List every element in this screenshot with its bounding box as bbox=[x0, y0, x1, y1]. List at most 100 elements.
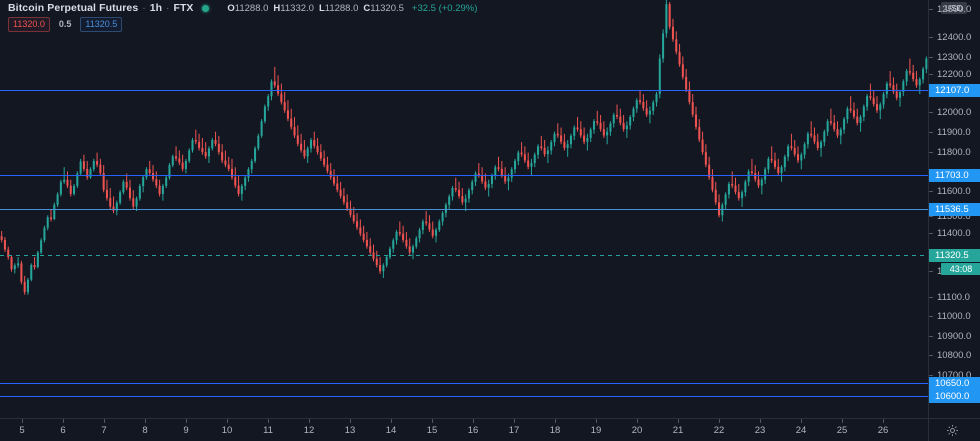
time-tick-mark bbox=[473, 419, 474, 423]
time-tick-label: 8 bbox=[142, 425, 148, 436]
candle-body bbox=[221, 152, 224, 161]
time-tick-mark bbox=[760, 419, 761, 423]
candle-body bbox=[513, 160, 517, 170]
price-highlight-label[interactable]: 12107.0 bbox=[929, 83, 980, 97]
candle-body bbox=[76, 173, 79, 187]
candle-body bbox=[668, 4, 671, 27]
price-tick-label: 10700.0 bbox=[937, 370, 972, 381]
candle-body bbox=[280, 93, 283, 102]
price-tick-mark bbox=[929, 336, 933, 337]
price-tick-mark bbox=[929, 355, 933, 356]
price-highlight-text: 10600.0 bbox=[935, 390, 970, 402]
candle-body bbox=[862, 106, 865, 118]
price-highlight-label[interactable]: 11703.0 bbox=[929, 168, 980, 182]
candle-body bbox=[744, 181, 747, 193]
candle-body bbox=[319, 152, 322, 159]
candle-body bbox=[395, 231, 398, 241]
candle-body bbox=[234, 177, 237, 186]
candle-body bbox=[178, 158, 181, 163]
price-highlight-label[interactable]: 11536.5 bbox=[929, 202, 980, 216]
gear-icon[interactable] bbox=[946, 424, 959, 437]
candle-body bbox=[481, 175, 484, 182]
candle-body bbox=[323, 158, 326, 165]
candle-body bbox=[787, 146, 790, 157]
candle-body bbox=[866, 96, 869, 107]
price-highlight-label[interactable]: 10650.0 bbox=[929, 376, 980, 390]
candle-body bbox=[523, 154, 526, 161]
price-highlight-text: 11703.0 bbox=[935, 169, 969, 181]
candle-body bbox=[247, 169, 250, 178]
candle-body bbox=[56, 194, 59, 205]
time-tick-mark bbox=[391, 419, 392, 423]
candle-body bbox=[484, 181, 487, 188]
candle-body bbox=[892, 85, 895, 92]
currency-pill[interactable]: USD bbox=[941, 2, 967, 14]
time-scale[interactable]: 5 6 7 8 9 10 11 12 13 14 15 16 17 18 19 20 21 22 23 24 25 26 bbox=[0, 418, 980, 441]
candle-body bbox=[418, 229, 421, 239]
price-scale[interactable]: USD 12500.0 12400.0 12300.0 12200.0 12000.0 1… bbox=[928, 0, 980, 418]
candle-body bbox=[487, 183, 490, 188]
candle-body bbox=[82, 161, 85, 169]
time-tick-mark bbox=[678, 419, 679, 423]
candle-body bbox=[556, 133, 559, 136]
candle-body bbox=[474, 173, 477, 182]
candle-body bbox=[708, 164, 711, 178]
price-tick-label: 11100.0 bbox=[937, 292, 970, 303]
candle-body bbox=[188, 150, 191, 161]
candle-body bbox=[662, 33, 665, 59]
candle-body bbox=[46, 217, 49, 228]
candle-body bbox=[448, 196, 451, 205]
candle-body bbox=[66, 179, 69, 186]
price-tick-label: 11800.0 bbox=[937, 147, 971, 158]
candle-body bbox=[629, 117, 632, 126]
price-tick-mark bbox=[929, 271, 933, 272]
candle-body bbox=[540, 146, 543, 148]
price-tick-mark bbox=[929, 112, 933, 113]
candle-body bbox=[359, 227, 362, 234]
candle-body bbox=[688, 89, 691, 102]
candle-body bbox=[290, 118, 293, 128]
candle-body bbox=[181, 162, 184, 169]
time-tick-label: 14 bbox=[385, 425, 397, 436]
candle-body bbox=[168, 165, 171, 178]
candle-body bbox=[477, 173, 480, 176]
candle-body bbox=[691, 101, 694, 115]
candle-body bbox=[780, 167, 783, 174]
candle-body bbox=[517, 152, 520, 161]
price-tick-mark bbox=[929, 216, 933, 217]
candle-body bbox=[764, 169, 767, 180]
time-tick-label: 20 bbox=[631, 425, 643, 436]
chart-plot-area[interactable] bbox=[0, 0, 928, 418]
candle-body bbox=[283, 101, 286, 111]
candle-body bbox=[296, 135, 299, 144]
candle-body bbox=[553, 133, 556, 143]
price-highlight-label[interactable]: 10600.0 bbox=[929, 389, 980, 403]
candle-body bbox=[471, 181, 474, 191]
candle-body bbox=[224, 160, 227, 165]
candle-body bbox=[843, 119, 846, 130]
candle-body bbox=[783, 156, 786, 168]
candle-body bbox=[148, 169, 151, 174]
time-tick-label: 7 bbox=[101, 425, 107, 436]
candle-body bbox=[431, 229, 434, 236]
time-tick-label: 16 bbox=[467, 425, 479, 436]
candle-body bbox=[546, 150, 549, 155]
candle-body bbox=[731, 183, 734, 186]
time-tick-label: 17 bbox=[508, 425, 520, 436]
price-highlight-label[interactable]: 11320.5 bbox=[929, 248, 980, 262]
candle-body bbox=[497, 167, 500, 169]
candle-body bbox=[839, 129, 842, 136]
candle-body bbox=[388, 248, 391, 258]
candle-body bbox=[3, 239, 6, 250]
price-highlight-text: 12107.0 bbox=[935, 84, 970, 96]
time-tick-mark bbox=[514, 419, 515, 423]
candle-body bbox=[125, 181, 128, 188]
candle-body bbox=[273, 81, 276, 86]
candle-body bbox=[122, 181, 125, 193]
candle-body bbox=[796, 154, 800, 161]
candle-body bbox=[155, 179, 158, 186]
time-tick-label: 12 bbox=[303, 425, 315, 436]
candle-body bbox=[204, 152, 207, 157]
candle-body bbox=[537, 146, 540, 155]
candle-body bbox=[240, 186, 243, 194]
